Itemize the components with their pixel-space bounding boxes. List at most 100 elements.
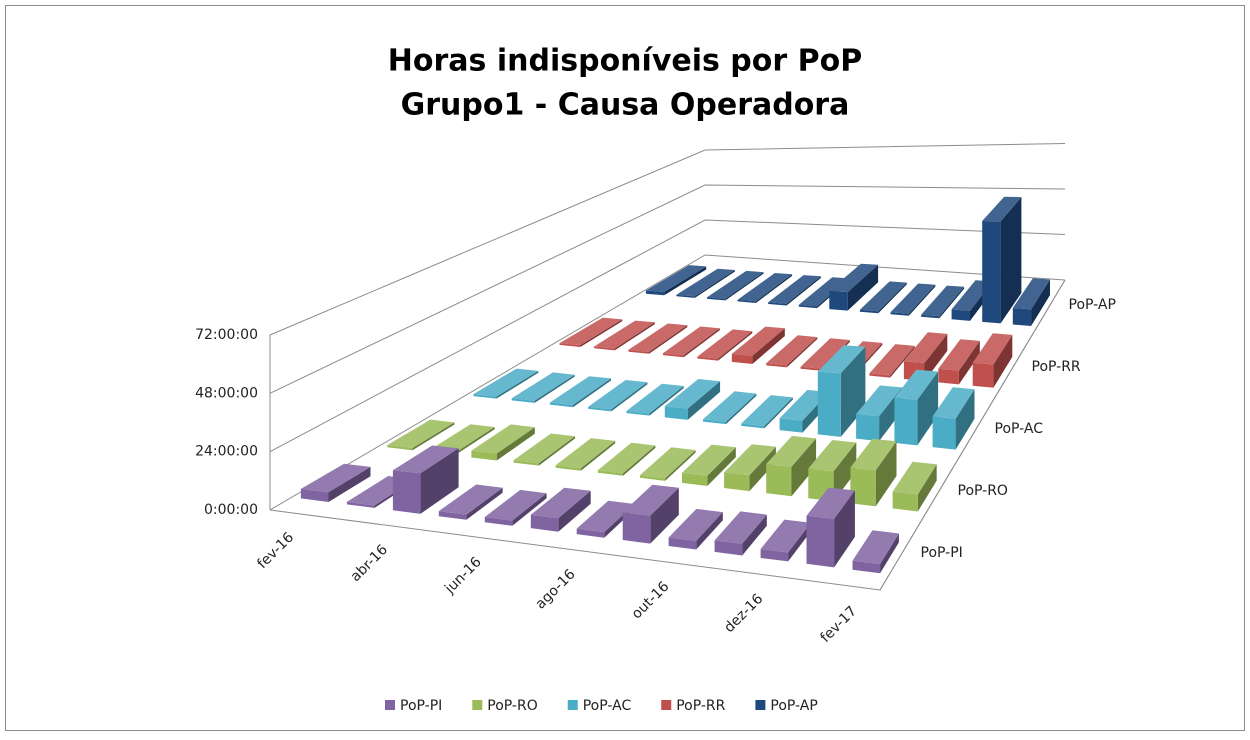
bar-front	[869, 373, 891, 378]
bar	[664, 379, 721, 420]
bar-side	[649, 386, 684, 416]
bar-top	[850, 438, 897, 471]
bar-front	[639, 475, 666, 481]
bar-side	[833, 442, 857, 502]
bar-front	[932, 416, 956, 450]
bar-side	[749, 446, 776, 492]
bar-top	[859, 281, 907, 312]
legend-label: PoP-AP	[770, 698, 817, 714]
bar-top	[559, 317, 623, 346]
bar-top	[938, 339, 980, 371]
bar	[806, 487, 855, 568]
bar-top	[588, 380, 648, 410]
bar	[668, 508, 723, 550]
bar-front	[549, 402, 573, 408]
bar-top	[892, 461, 937, 495]
bar-top	[760, 519, 811, 553]
bar-top	[576, 500, 635, 533]
bar-top	[594, 320, 655, 349]
bar-front	[473, 394, 497, 399]
bar-side	[694, 270, 735, 298]
bar	[559, 317, 623, 347]
bar-side	[580, 319, 623, 347]
bar	[703, 391, 757, 425]
bar-front	[892, 491, 918, 512]
bar	[645, 265, 707, 296]
legend-label: PoP-AC	[583, 698, 632, 714]
bar	[766, 335, 818, 368]
bar-top	[645, 265, 707, 292]
bar-front	[346, 501, 375, 508]
bar-side	[664, 266, 707, 296]
bar	[938, 339, 980, 385]
bar-side	[1031, 279, 1050, 326]
bar	[555, 438, 616, 471]
bar-front	[300, 488, 329, 502]
bar-top	[724, 444, 776, 476]
bar	[972, 333, 1013, 388]
bar	[662, 326, 720, 358]
bar-top	[429, 424, 495, 454]
bar-side	[958, 340, 980, 385]
bar	[894, 369, 939, 446]
bar	[626, 383, 684, 416]
bar-side	[420, 448, 459, 514]
bar-side	[924, 333, 948, 381]
bar-side	[726, 393, 757, 425]
bar-side	[649, 325, 688, 354]
bar-top	[737, 273, 793, 302]
bar-front	[622, 512, 651, 544]
bar-side	[834, 490, 855, 568]
bar-front	[555, 465, 581, 471]
bar-top	[779, 389, 830, 421]
bar-front	[768, 302, 787, 306]
bar-top	[890, 283, 936, 314]
bar-front	[597, 470, 623, 476]
bar-top	[1012, 278, 1050, 310]
bar-side	[538, 436, 575, 466]
bar-front	[972, 362, 994, 388]
bar-side	[786, 276, 821, 306]
bar	[737, 273, 793, 303]
bar-top	[622, 484, 679, 516]
bar-front	[668, 537, 697, 550]
bar	[300, 463, 371, 502]
bar-front	[484, 517, 513, 526]
bar-top	[484, 489, 547, 521]
bar-top	[741, 395, 793, 426]
bar	[387, 419, 455, 451]
bar-top	[639, 447, 696, 479]
bar-front	[938, 368, 959, 385]
bar-front	[779, 418, 803, 433]
bar	[760, 519, 811, 562]
bar-front	[588, 406, 612, 412]
bar	[1012, 278, 1050, 326]
bar	[766, 435, 817, 497]
bar	[982, 196, 1022, 324]
bar-front	[856, 414, 880, 442]
bar-front	[859, 309, 879, 314]
bar-side	[878, 282, 907, 314]
bar-top	[817, 345, 866, 374]
bar-side	[752, 328, 785, 364]
legend-swatch	[661, 700, 672, 710]
grid-line	[269, 143, 1066, 336]
bar	[597, 442, 656, 476]
bar-side	[496, 427, 535, 461]
bar-front	[576, 528, 605, 538]
bar-front	[511, 398, 535, 403]
bar	[731, 326, 785, 364]
bar-front	[387, 445, 413, 451]
bar-front	[724, 472, 750, 492]
legend-swatch	[385, 700, 395, 710]
bar-top	[513, 433, 575, 464]
bar-front	[714, 540, 743, 556]
bar	[530, 487, 591, 532]
bar	[859, 281, 907, 314]
legend-label: PoP-PI	[400, 698, 442, 714]
bar-top	[972, 333, 1013, 365]
bar-front	[852, 560, 881, 574]
series-label: PoP-RO	[958, 483, 1008, 499]
